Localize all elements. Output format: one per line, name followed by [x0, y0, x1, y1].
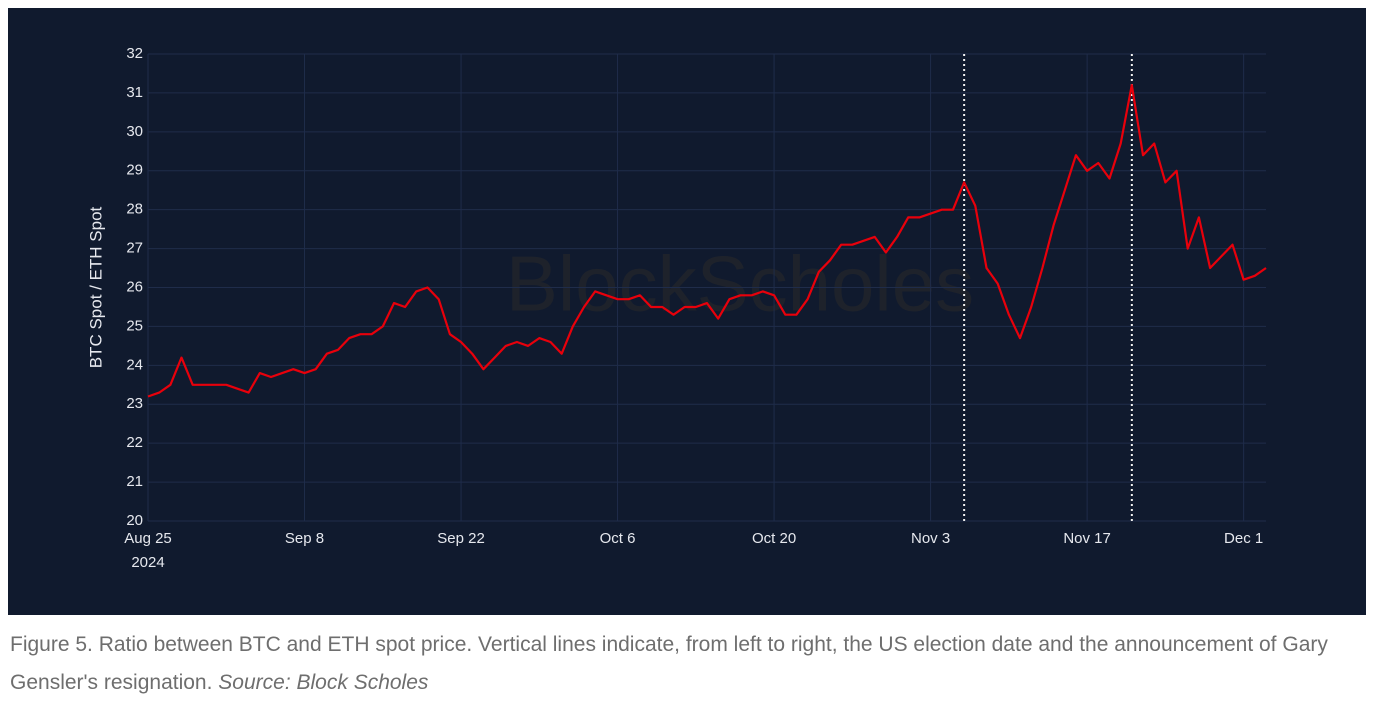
x-tick-label: Nov 3 [911, 530, 950, 547]
y-tick-label: 21 [126, 473, 143, 490]
y-tick-label: 32 [126, 45, 143, 62]
y-tick-label: 31 [126, 84, 143, 101]
y-tick-label: 25 [126, 317, 143, 334]
x-tick-label: Sep 8 [285, 530, 324, 547]
y-tick-label: 28 [126, 201, 143, 218]
chart: BlockScholes 20 21 22 23 24 25 26 27 28 29 30 31 32 Au… [8, 8, 1366, 615]
y-tick-label: 27 [126, 240, 143, 257]
y-tick-label: 30 [126, 123, 143, 140]
y-tick-label: 22 [126, 434, 143, 451]
y-tick-label: 23 [126, 395, 143, 412]
x-tick-label: Oct 6 [600, 530, 636, 547]
data-line [147, 84, 1267, 398]
x-tick-label: Oct 20 [752, 530, 796, 547]
x-tick-label: Dec 1 [1224, 530, 1263, 547]
watermark: BlockScholes [506, 240, 974, 328]
y-tick-label: 20 [126, 512, 143, 529]
y-axis-label: BTC Spot / ETH Spot [86, 206, 105, 368]
y-tick-label: 24 [126, 356, 143, 373]
chart-background [8, 8, 1366, 615]
x-tick-label: Aug 25 [124, 530, 172, 547]
caption: Figure 5. Ratio between BTC and ETH spot… [10, 626, 1370, 702]
caption-source: Source: Block Scholes [218, 671, 429, 694]
caption-text: Figure 5. Ratio between BTC and ETH spot… [10, 633, 1328, 694]
x-tick-label: Nov 17 [1063, 530, 1111, 547]
y-tick-label: 26 [126, 278, 143, 295]
x-tick-label: Sep 22 [437, 530, 485, 547]
y-tick-label: 29 [126, 162, 143, 179]
x-axis-year: 2024 [131, 554, 164, 571]
